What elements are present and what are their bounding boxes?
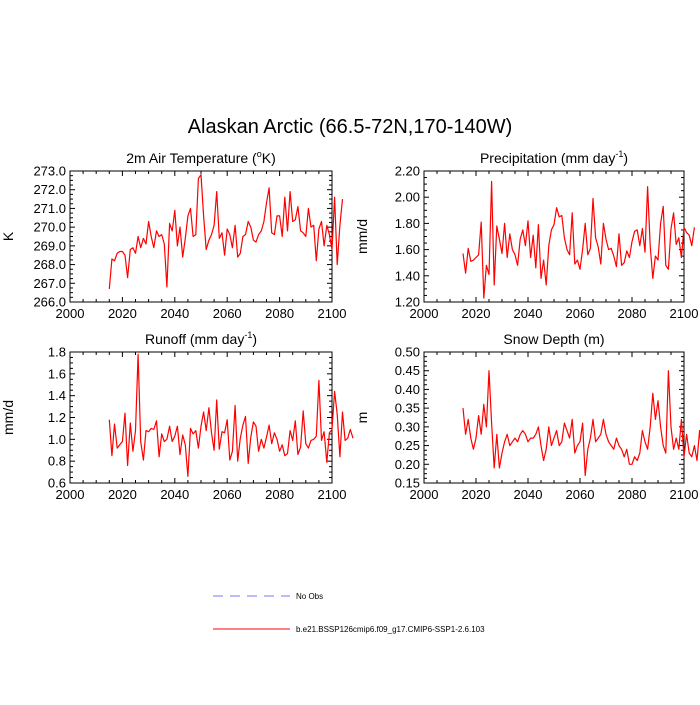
x-tick-label: 2100 [670,306,699,321]
y-axis-label: mm/d [0,400,16,435]
x-tick-label: 2000 [410,306,439,321]
panel-title-superscript: -1 [244,330,252,340]
legend-label-model: b.e21.BSSP126cmip6.f09_g17.CMIP6-SSP1-2.… [296,625,485,634]
x-tick-label: 2080 [618,306,647,321]
x-tick-label: 2020 [108,487,137,502]
y-tick-label: 1.2 [48,410,66,425]
x-tick-label: 2080 [265,487,294,502]
x-tick-label: 2100 [318,306,347,321]
series-line [108,174,344,289]
y-tick-label: 0.25 [395,438,420,453]
panel-title-main: Precipitation (mm day [480,150,615,166]
panel-air-temperature: 2m Air Temperature (oK) K 2000 2020 2040 2060… [0,149,346,321]
x-tick-label: 2080 [265,306,294,321]
panel-precipitation: Precipitation (mm day-1) mm/d 2000 2020 2040… [354,149,698,321]
panel-title-main: Runoff (mm day [145,331,244,347]
y-tick-label: 2.20 [395,164,420,179]
panels: 2m Air Temperature (oK) K 2000 2020 2040 2060… [0,149,700,502]
y-tick-label: 269.0 [33,238,66,253]
y-tick-label: 0.50 [395,345,420,360]
y-tick-label: 1.6 [48,366,66,381]
legend-label-no-obs: No Obs [296,592,323,601]
y-tick-label: 0.30 [395,419,420,434]
y-axis-label: m [354,412,370,424]
y-tick-label: 271.0 [33,201,66,216]
x-tick-label: 2060 [213,306,242,321]
x-tick-label: 2040 [160,487,189,502]
y-tick-label: 1.4 [48,388,66,403]
panel-title-tail: ) [252,331,257,347]
series-line [462,180,695,299]
y-tick-label: 270.0 [33,220,66,235]
x-tick-label: 2100 [318,487,347,502]
panel-title-main: Snow Depth (m) [503,331,604,347]
series-line [462,370,700,477]
y-axis-label: K [0,231,16,241]
panel-title-tail: ) [623,150,628,166]
y-axis-label: mm/d [354,219,370,254]
y-tick-label: 2.00 [395,190,420,205]
panel-title-main: 2m Air Temperature ( [126,150,257,166]
y-tick-label: 0.40 [395,382,420,397]
y-tick-label: 1.20 [395,295,420,310]
x-tick-label: 2040 [514,306,543,321]
y-tick-label: 1.0 [48,432,66,447]
x-tick-label: 2060 [566,487,595,502]
panel-title-superscript: -1 [615,149,623,159]
y-tick-label: 267.0 [33,276,66,291]
panel-title-superscript: o [257,149,262,159]
panel-title-tail: K) [262,150,276,166]
y-tick-label: 273.0 [33,164,66,179]
y-tick-label: 0.6 [48,476,66,491]
series-line [108,353,354,477]
figure-title: Alaskan Arctic (66.5-72N,170-140W) [188,116,513,138]
x-tick-label: 2080 [618,487,647,502]
panel-title: Precipitation (mm day-1) [480,149,628,166]
x-tick-label: 2040 [160,306,189,321]
x-tick-label: 2020 [462,487,491,502]
panel-snow-depth: Snow Depth (m) m 2000 2020 2040 2060 2080 2100 0… [354,331,700,502]
panel-title: Runoff (mm day-1) [145,330,257,347]
x-tick-label: 2020 [462,306,491,321]
x-tick-label: 2040 [514,487,543,502]
y-tick-label: 0.8 [48,454,66,469]
y-tick-label: 1.60 [395,242,420,257]
x-tick-label: 2060 [213,487,242,502]
x-tick-label: 2100 [670,487,699,502]
y-tick-label: 1.80 [395,216,420,231]
legend: No Obs b.e21.BSSP126cmip6.f09_g17.CMIP6-… [213,592,485,634]
x-tick-label: 2000 [56,487,85,502]
x-tick-label: 2060 [566,306,595,321]
y-tick-label: 272.0 [33,182,66,197]
y-tick-label: 0.45 [395,363,420,378]
x-tick-label: 2020 [108,306,137,321]
y-tick-label: 1.40 [395,268,420,283]
y-tick-label: 1.8 [48,345,66,360]
y-tick-label: 0.20 [395,457,420,472]
panel-title: Snow Depth (m) [503,331,604,347]
x-tick-label: 2000 [56,306,85,321]
y-tick-label: 266.0 [33,295,66,310]
y-tick-label: 0.15 [395,476,420,491]
y-tick-label: 268.0 [33,257,66,272]
panel-runoff: Runoff (mm day-1) mm/d 2000 2020 2040 2060 208… [0,330,354,502]
panel-title: 2m Air Temperature (oK) [126,149,275,166]
y-tick-label: 0.35 [395,401,420,416]
x-tick-label: 2000 [410,487,439,502]
